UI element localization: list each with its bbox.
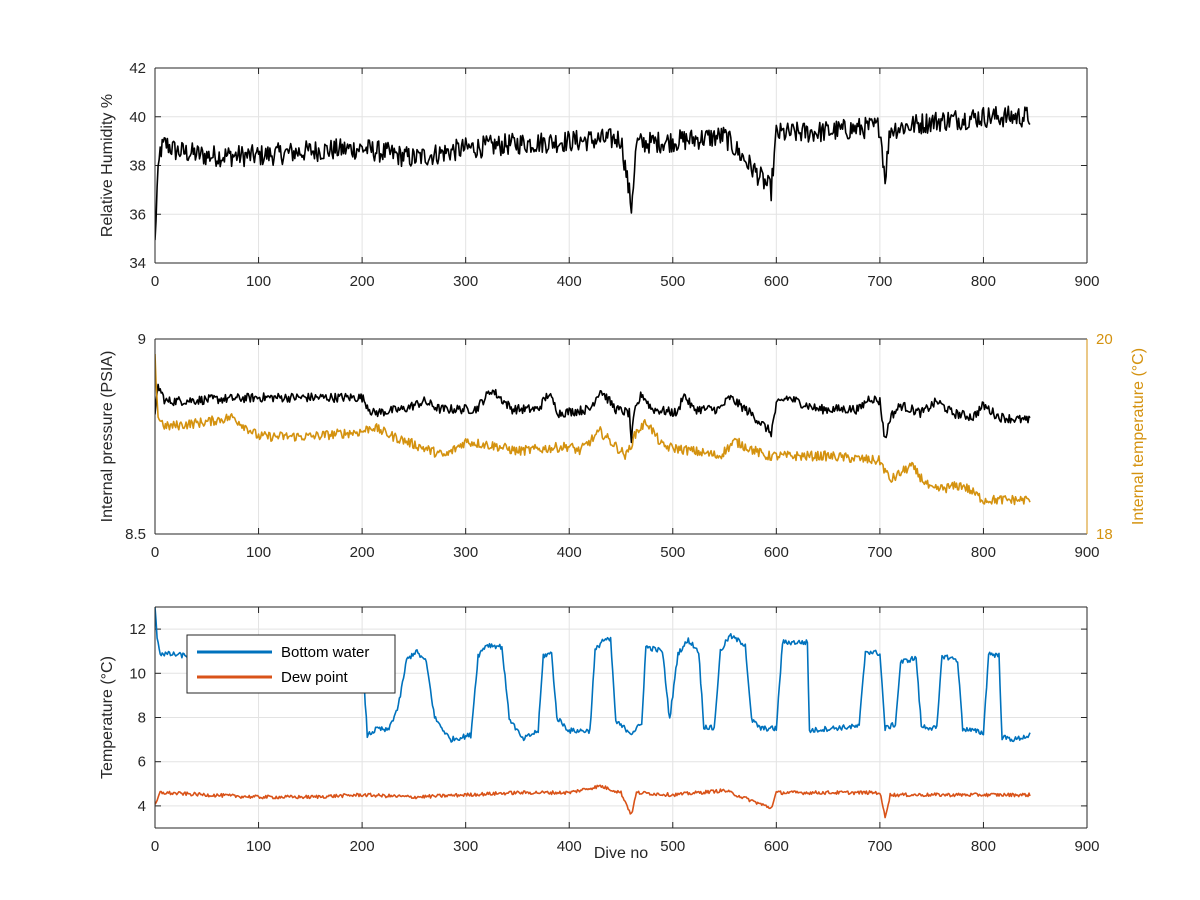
x-tick-label: 200 <box>350 273 375 290</box>
panel-3: 0 100 200 300 400 500 600 700 800 900 4 6 8 10 12 Tempe… <box>99 606 1100 862</box>
x-tick-label: 100 <box>246 838 271 855</box>
x-tick-label: 400 <box>557 838 582 855</box>
y-tick-label: 8 <box>138 710 146 727</box>
x-tick-label: 300 <box>453 838 478 855</box>
legend-box <box>186 634 396 694</box>
x-tick-label: 500 <box>660 544 685 561</box>
x-tick-label: 900 <box>1074 273 1099 290</box>
x-tick-label: 300 <box>453 273 478 290</box>
x-tick-label: 800 <box>971 273 996 290</box>
x-tick-label: 800 <box>971 544 996 561</box>
x-tick-label: 600 <box>764 273 789 290</box>
x-tick-label: 400 <box>557 544 582 561</box>
y-tick-label: 8.5 <box>125 526 146 543</box>
x-tick-label: 700 <box>867 544 892 561</box>
x-tick-label: 500 <box>660 273 685 290</box>
x-tick-label: 100 <box>246 273 271 290</box>
series-line-2-2 <box>155 353 1031 506</box>
y-tick-label: 4 <box>138 798 146 815</box>
series-line-2-1 <box>155 383 1031 444</box>
x-tick-label: 0 <box>151 544 159 561</box>
y-tick-label: 10 <box>129 665 146 682</box>
y-axis-label-right: Internal temperature (°C) <box>1130 348 1147 525</box>
y-right-tick-label: 18 <box>1096 526 1113 543</box>
legend-label: Bottom water <box>281 644 369 661</box>
x-tick-label: 800 <box>971 838 996 855</box>
x-tick-label: 700 <box>867 838 892 855</box>
legend: Bottom water Dew point <box>186 634 396 694</box>
x-tick-label: 0 <box>151 273 159 290</box>
y-tick-label: 34 <box>129 255 146 272</box>
y-tick-label: 6 <box>138 754 146 771</box>
series-line-1-1 <box>155 105 1031 241</box>
x-tick-label: 900 <box>1074 838 1099 855</box>
y-right-tick-label: 20 <box>1096 331 1113 348</box>
x-tick-label: 200 <box>350 544 375 561</box>
legend-label: Dew point <box>281 669 349 686</box>
y-tick-label: 38 <box>129 158 146 175</box>
y-tick-label: 36 <box>129 206 146 223</box>
y-axis-label: Temperature (°C) <box>99 656 116 779</box>
series-line-dew-point <box>155 784 1031 819</box>
y-axis-label: Internal pressure (PSIA) <box>99 351 116 523</box>
panel-2: 0 100 200 300 400 500 600 700 800 900 8.5 9 18 20 Inte… <box>99 331 1147 561</box>
panel-1: 0 100 200 300 400 500 600 700 800 900 34 36 38 40 42 Re… <box>99 60 1100 290</box>
x-tick-label: 500 <box>660 838 685 855</box>
x-tick-label: 200 <box>350 838 375 855</box>
x-tick-label: 900 <box>1074 544 1099 561</box>
y-tick-label: 9 <box>138 331 146 348</box>
x-axis-label: Dive no <box>594 845 648 862</box>
x-tick-label: 700 <box>867 273 892 290</box>
y-tick-label: 40 <box>129 109 146 126</box>
x-tick-label: 100 <box>246 544 271 561</box>
x-tick-label: 600 <box>764 838 789 855</box>
x-tick-label: 600 <box>764 544 789 561</box>
x-tick-label: 400 <box>557 273 582 290</box>
x-tick-label: 0 <box>151 838 159 855</box>
y-axis-label: Relative Humidity % <box>99 94 116 237</box>
y-tick-label: 12 <box>129 621 146 638</box>
x-tick-label: 300 <box>453 544 478 561</box>
y-tick-label: 42 <box>129 60 146 77</box>
